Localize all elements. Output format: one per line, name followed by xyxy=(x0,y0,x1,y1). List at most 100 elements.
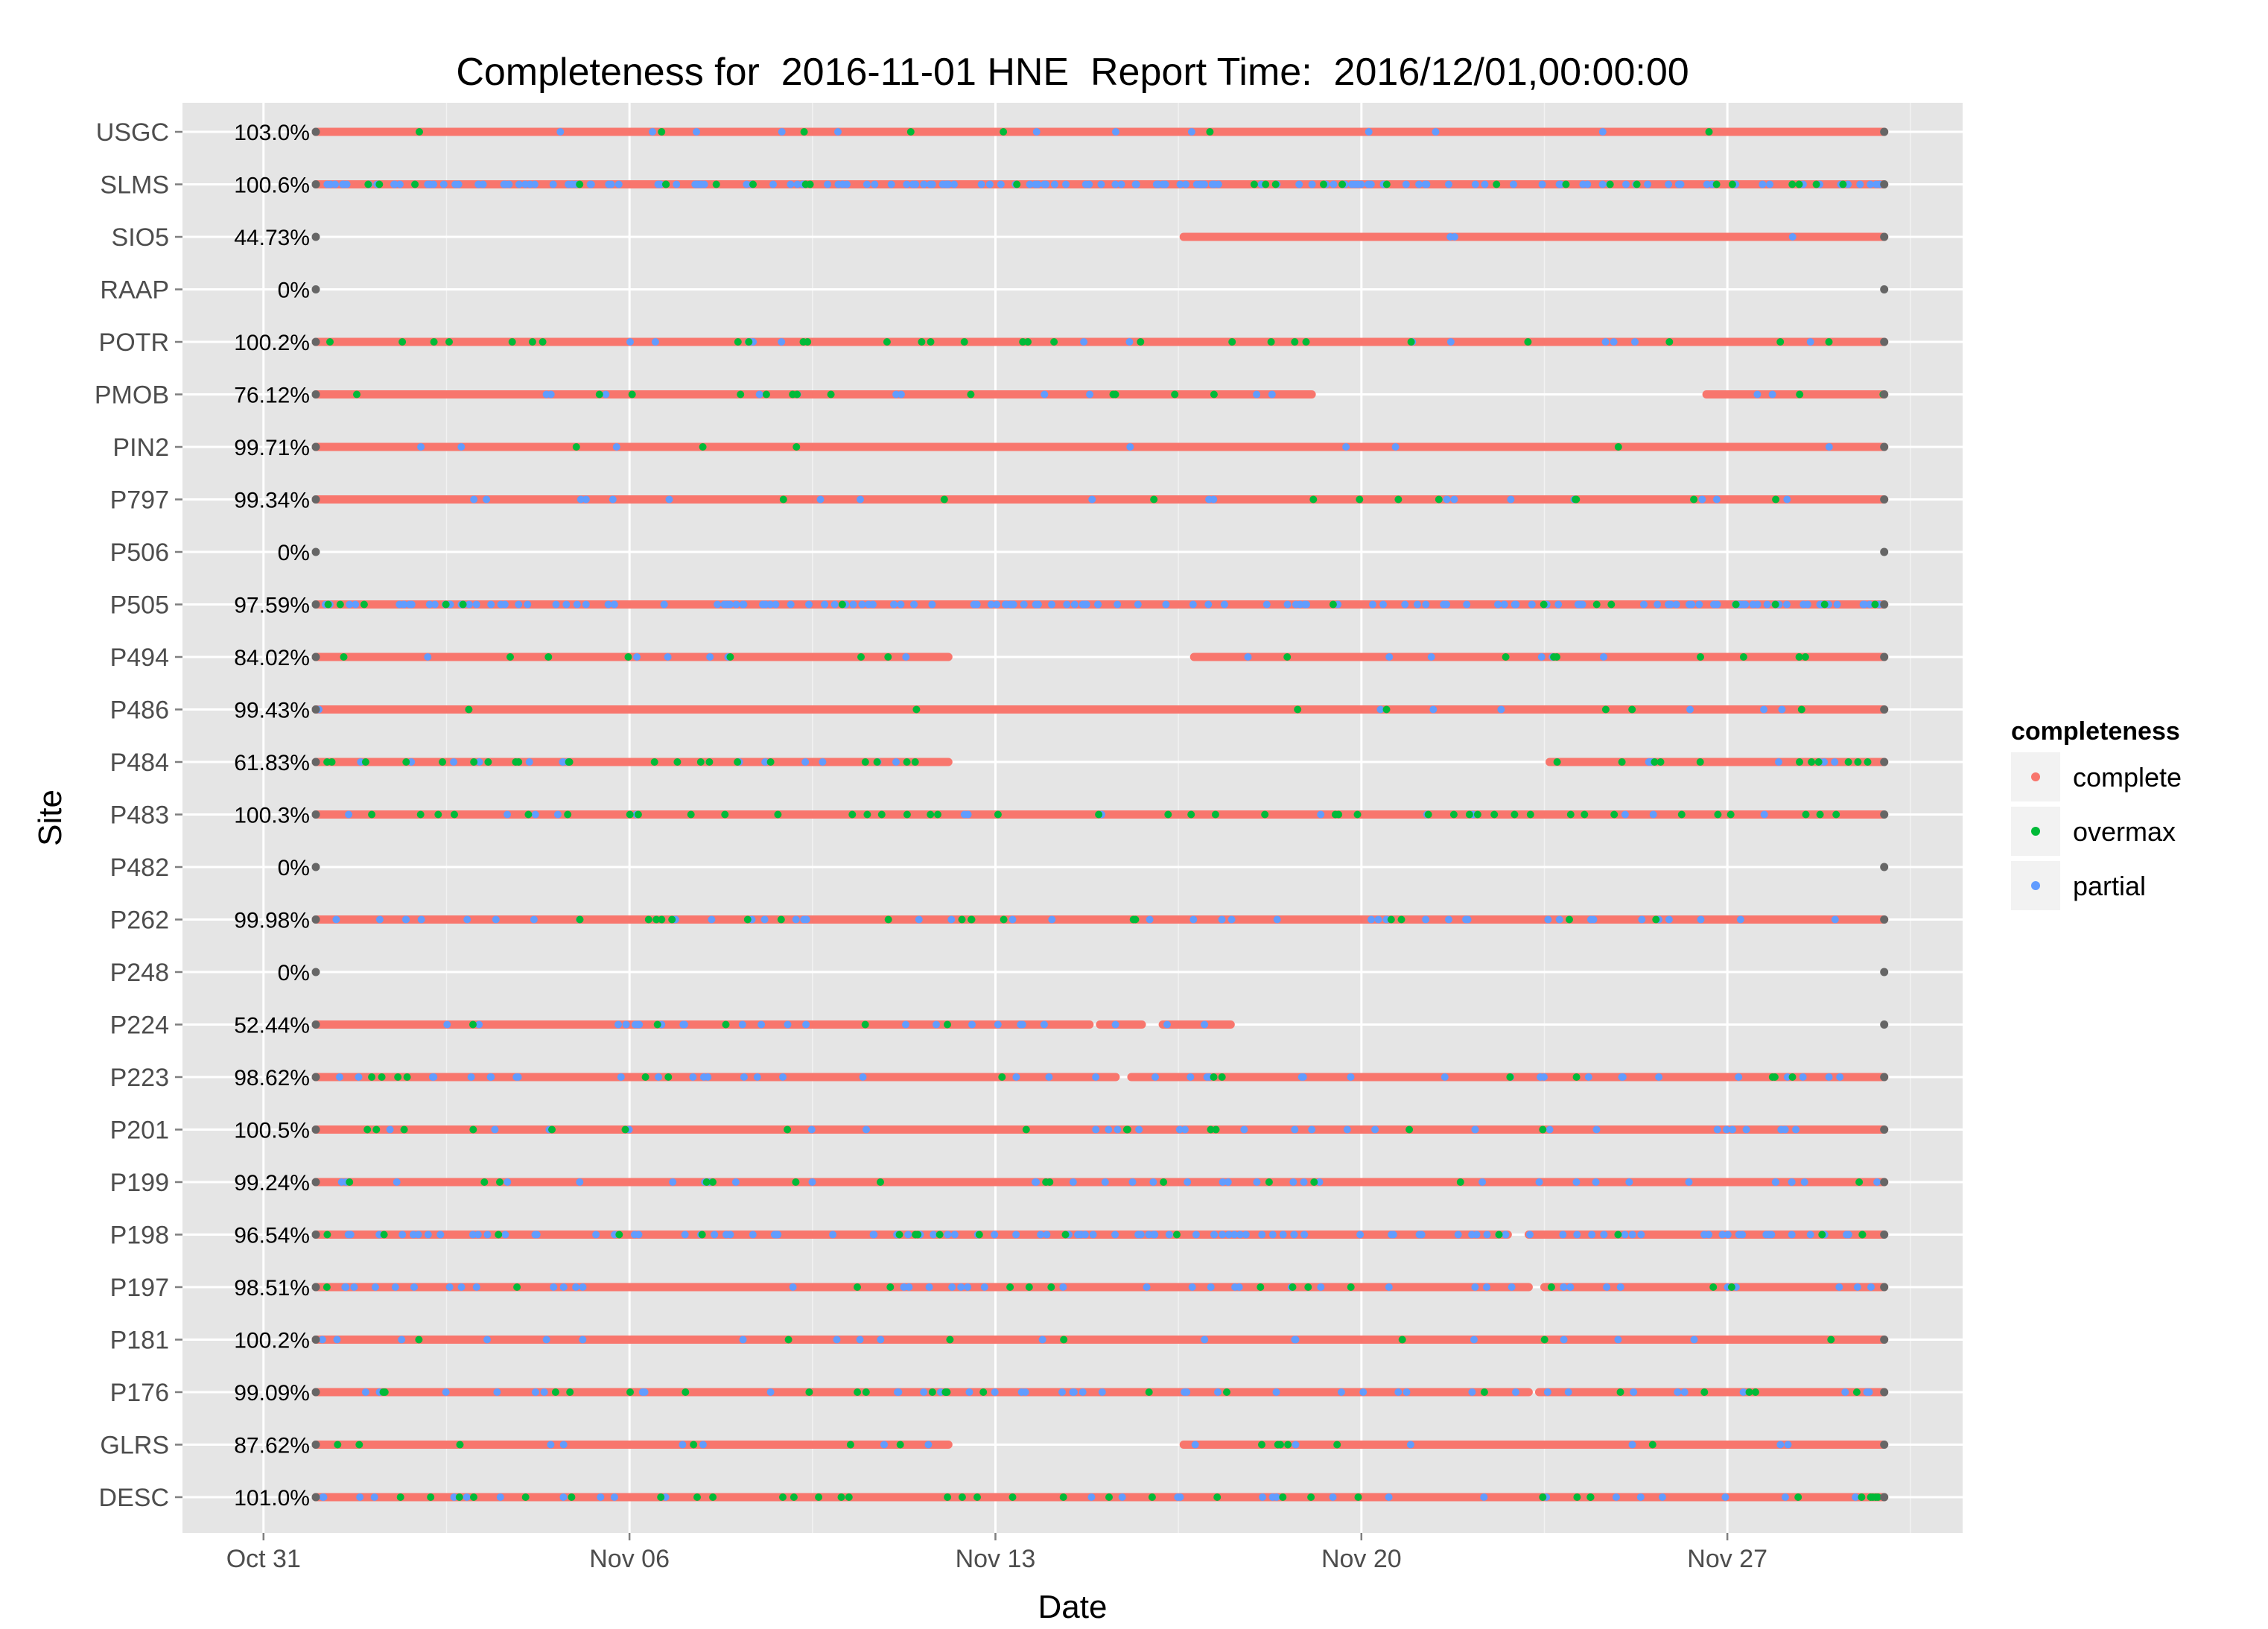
partial-point xyxy=(1792,1125,1800,1134)
partial-point xyxy=(1806,338,1814,346)
overmax-point xyxy=(1727,1283,1735,1291)
partial-point xyxy=(1672,600,1680,609)
overmax-point xyxy=(1732,600,1740,609)
partial-point xyxy=(743,180,751,188)
overmax-point xyxy=(1808,758,1816,766)
overmax-point xyxy=(1490,810,1499,819)
completeness-label: 99.34% xyxy=(234,489,310,513)
overmax-point xyxy=(927,338,935,346)
series-p176: 99.09% xyxy=(234,1381,1889,1406)
partial-point xyxy=(479,180,487,188)
overmax-point xyxy=(1606,180,1614,188)
partial-point xyxy=(753,1073,761,1081)
partial-point xyxy=(933,1020,940,1029)
partial-point xyxy=(1760,810,1768,819)
overmax-point xyxy=(495,1231,503,1239)
overmax-point xyxy=(1502,653,1510,661)
series-p223: 98.62% xyxy=(234,1066,1889,1090)
partial-point xyxy=(1584,1073,1592,1081)
legend-label-partial: partial xyxy=(2073,871,2146,901)
overmax-point xyxy=(1122,1125,1131,1134)
overmax-point xyxy=(709,1178,717,1186)
overmax-point xyxy=(1751,1388,1759,1396)
overmax-point xyxy=(368,810,376,819)
partial-point xyxy=(726,600,734,609)
partial-point xyxy=(1291,1336,1299,1344)
partial-point xyxy=(789,1283,797,1291)
partial-point xyxy=(1069,1178,1077,1186)
partial-point xyxy=(1214,1388,1222,1396)
partial-point xyxy=(1376,705,1385,714)
partial-point xyxy=(1867,180,1875,188)
partial-point xyxy=(1698,495,1706,504)
x-axis-title: Date xyxy=(1038,1589,1108,1625)
overmax-point xyxy=(1310,1178,1318,1186)
partial-point xyxy=(902,653,910,661)
overmax-point xyxy=(615,1231,623,1239)
completeness-label: 61.83% xyxy=(234,751,310,775)
overmax-point xyxy=(1712,180,1721,188)
partial-point xyxy=(552,600,560,609)
partial-point xyxy=(610,1493,618,1501)
partial-point xyxy=(318,1336,326,1344)
end-endpoint xyxy=(1880,600,1889,609)
overmax-point xyxy=(877,810,886,819)
partial-point xyxy=(920,1388,928,1396)
partial-point xyxy=(1445,180,1452,188)
overmax-point xyxy=(994,810,1002,819)
partial-point xyxy=(1207,1283,1215,1291)
partial-point xyxy=(391,1283,399,1291)
partial-point xyxy=(1187,1073,1195,1081)
partial-point xyxy=(1799,1073,1807,1081)
start-endpoint xyxy=(311,1441,320,1449)
partial-point xyxy=(1753,390,1762,398)
partial-point xyxy=(1674,180,1683,188)
partial-point xyxy=(957,1283,965,1291)
partial-point xyxy=(1742,1125,1750,1134)
partial-point xyxy=(1227,915,1236,924)
overmax-point xyxy=(1553,758,1561,766)
partial-point xyxy=(779,1073,787,1081)
partial-point xyxy=(1866,600,1874,609)
partial-point xyxy=(1337,1388,1345,1396)
overmax-point xyxy=(815,1493,823,1501)
start-endpoint xyxy=(311,1493,320,1502)
overmax-point xyxy=(364,180,372,188)
partial-point xyxy=(424,180,432,188)
partial-point xyxy=(1406,1441,1414,1449)
overmax-point xyxy=(1628,705,1636,714)
partial-point xyxy=(393,1178,401,1186)
partial-point xyxy=(1365,128,1373,136)
overmax-point xyxy=(346,1178,354,1186)
partial-point xyxy=(1135,1125,1143,1134)
partial-point xyxy=(1863,1388,1871,1396)
overmax-point xyxy=(521,1493,530,1501)
overmax-point xyxy=(1387,915,1395,924)
overmax-point xyxy=(626,1388,634,1396)
end-endpoint xyxy=(1880,1441,1889,1449)
partial-point xyxy=(371,1283,379,1291)
partial-point xyxy=(720,600,728,609)
overmax-point xyxy=(944,1493,952,1501)
partial-point xyxy=(1831,758,1839,766)
series-pin2: 99.71% xyxy=(234,436,1889,460)
partial-point xyxy=(1098,1388,1106,1396)
partial-point xyxy=(1002,600,1009,609)
overmax-point xyxy=(1816,810,1824,819)
partial-point xyxy=(904,1231,912,1239)
partial-point xyxy=(597,1493,605,1501)
partial-point xyxy=(887,180,895,188)
overmax-point xyxy=(705,758,714,766)
overmax-point xyxy=(1795,653,1803,661)
partial-point xyxy=(1800,1178,1808,1186)
partial-point xyxy=(492,915,500,924)
partial-point xyxy=(1555,915,1563,924)
partial-point xyxy=(635,1020,644,1029)
partial-point xyxy=(1454,1231,1462,1239)
overmax-point xyxy=(1493,180,1501,188)
partial-point xyxy=(1126,443,1134,451)
overmax-point xyxy=(470,758,478,766)
partial-point xyxy=(1665,180,1673,188)
overmax-point xyxy=(1697,653,1704,661)
partial-point xyxy=(1152,1073,1159,1081)
